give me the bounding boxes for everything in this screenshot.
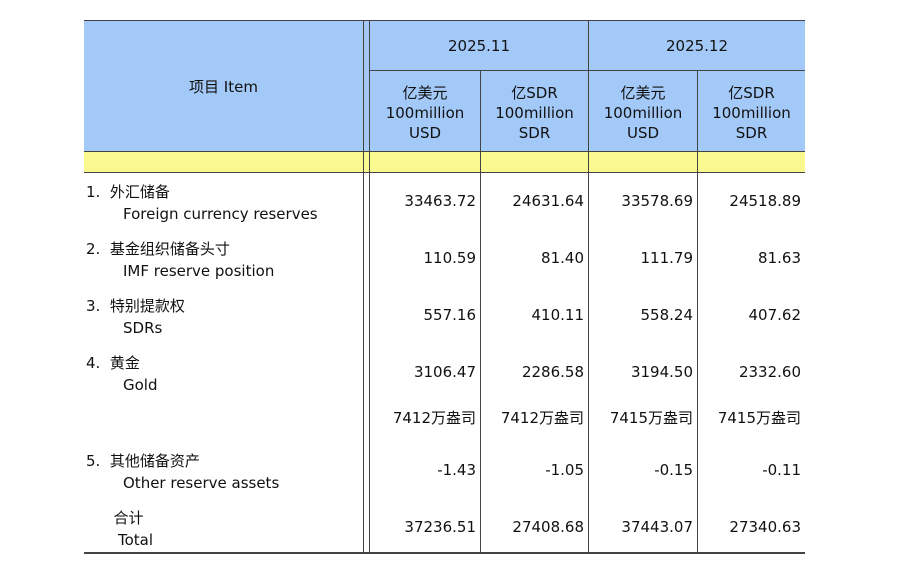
unit-header: 亿SDR 100million SDR <box>481 83 588 143</box>
table-cell: 7415万盎司 <box>609 409 693 427</box>
table-cell: 24518.89 <box>729 192 801 210</box>
table-header <box>84 20 805 151</box>
unit-en: 100million <box>495 104 574 122</box>
unit-en: 100million <box>603 104 683 122</box>
table-cell: 3194.50 <box>630 363 693 381</box>
period-header: 2025.11 <box>447 37 511 55</box>
row-label-en: IMF reserve position <box>123 262 275 280</box>
table-cell: 410.11 <box>531 306 585 324</box>
table-cell: 37236.51 <box>404 518 476 536</box>
table-cell: -1.43 <box>437 461 476 479</box>
row-number: 5. <box>86 452 101 470</box>
unit-cn: 亿美元 <box>620 84 666 102</box>
header-band <box>84 151 805 172</box>
row-label-en: Foreign currency reserves <box>123 205 318 223</box>
unit-en: SDR <box>518 124 551 142</box>
table-cell: 3106.47 <box>413 363 476 381</box>
table-cell: 2286.58 <box>521 363 584 381</box>
unit-cn: 亿美元 <box>402 84 448 102</box>
row-label-en: Other reserve assets <box>123 474 280 492</box>
table-cell: 407.62 <box>748 306 802 324</box>
unit-en: USD <box>408 124 442 142</box>
table-cell: 24631.64 <box>512 192 584 210</box>
row-label: 4. 黄金 Gold <box>86 352 158 396</box>
row-label-en: SDRs <box>123 319 163 337</box>
table-cell: 111.79 <box>640 249 694 267</box>
row-label-en: Total <box>118 531 154 549</box>
unit-header: 亿美元 100million USD <box>370 83 480 143</box>
row-label: 1. 外汇储备 Foreign currency reserves <box>86 181 318 225</box>
table-cell: 2332.60 <box>738 363 801 381</box>
row-number: 4. <box>86 354 101 372</box>
row-label-cn: 特别提款权 <box>109 297 185 315</box>
row-label-cn: 外汇储备 <box>109 183 170 201</box>
row-number: 2. <box>86 240 101 258</box>
table-cell: 33578.69 <box>621 192 693 210</box>
table-cell: -1.05 <box>545 461 584 479</box>
table-cell: 81.63 <box>758 249 801 267</box>
table-cell: 558.24 <box>640 306 694 324</box>
row-label-cn: 黄金 <box>109 354 140 372</box>
row-label: 合计 Total <box>86 507 154 551</box>
table-cell: -0.15 <box>654 461 693 479</box>
table-cell: 557.16 <box>423 306 477 324</box>
unit-cn: 亿SDR <box>728 84 775 102</box>
table-cell: 7412万盎司 <box>392 409 476 427</box>
row-label-cn: 基金组织储备头寸 <box>109 240 230 258</box>
row-label: 2. 基金组织储备头寸 IMF reserve position <box>86 238 274 282</box>
unit-header: 亿SDR 100million SDR <box>698 83 805 143</box>
row-number: 1. <box>86 183 101 201</box>
table-cell: -0.11 <box>762 461 801 479</box>
row-label: 5. 其他储备资产 Other reserve assets <box>86 450 279 494</box>
unit-cn: 亿SDR <box>511 84 558 102</box>
table-cell: 33463.72 <box>404 192 476 210</box>
unit-en: USD <box>626 124 660 142</box>
row-number: 3. <box>86 297 101 315</box>
period-header: 2025.12 <box>665 37 729 55</box>
item-column-header: 项目 Item <box>189 78 258 96</box>
table-cell: 81.40 <box>541 249 584 267</box>
table-cell: 110.59 <box>423 249 477 267</box>
table-cell: 27408.68 <box>512 518 584 536</box>
table-cell: 7412万盎司 <box>500 409 584 427</box>
table-cell: 37443.07 <box>621 518 693 536</box>
unit-en: SDR <box>735 124 768 142</box>
unit-header: 亿美元 100million USD <box>589 83 697 143</box>
row-label-cn: 合计 <box>113 509 144 527</box>
table-cell: 7415万盎司 <box>717 409 801 427</box>
row-label-cn: 其他储备资产 <box>109 452 200 470</box>
row-label-en: Gold <box>123 376 158 394</box>
unit-en: 100million <box>385 104 465 122</box>
table-cell: 27340.63 <box>729 518 801 536</box>
unit-en: 100million <box>712 104 791 122</box>
row-label: 3. 特别提款权 SDRs <box>86 295 185 339</box>
